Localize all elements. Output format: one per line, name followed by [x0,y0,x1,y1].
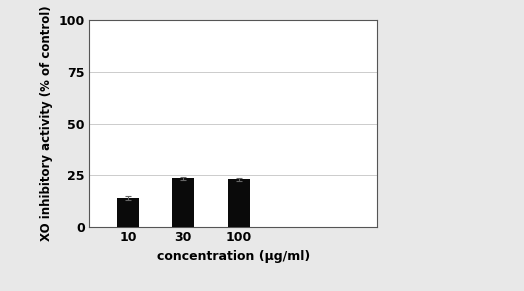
Bar [117,198,139,227]
Y-axis label: XO inhibitory activity (% of control): XO inhibitory activity (% of control) [40,6,53,242]
Bar [172,178,194,227]
X-axis label: concentration (μg/ml): concentration (μg/ml) [157,250,310,263]
Bar [227,180,250,227]
